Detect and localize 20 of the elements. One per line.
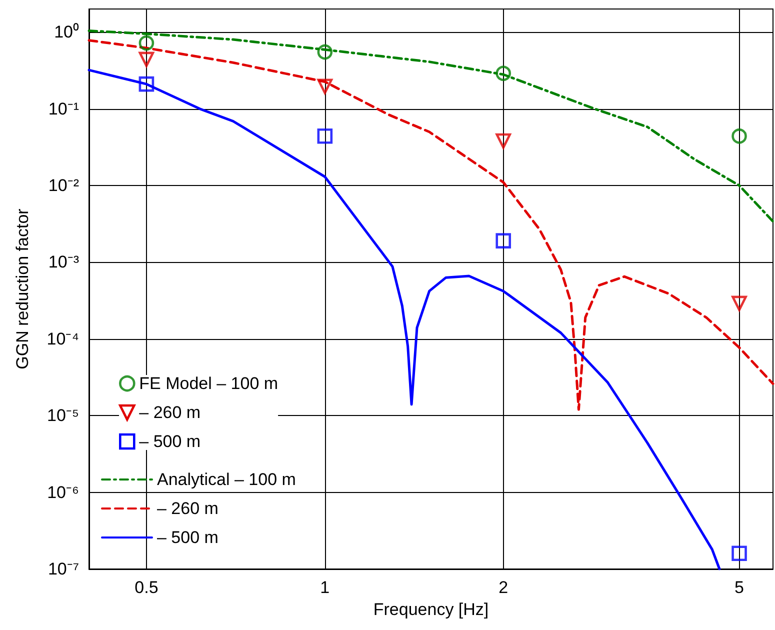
y-tick-label: 10⁻⁵ [47,406,79,426]
y-tick-label: 10⁰ [54,22,79,42]
legend-label: – 260 m [139,403,201,422]
y-tick-label: 10⁻² [48,176,80,195]
x-tick-label: 5 [734,578,744,597]
legend-label: Analytical – 100 m [157,470,296,489]
legend-label: – 500 m [157,528,218,547]
y-tick-label: 10⁻⁶ [47,482,79,502]
y-tick-label: 10⁻¹ [48,99,80,118]
x-tick-label: 2 [498,578,508,597]
y-tick-label: 10⁻⁴ [46,329,79,348]
y-tick-label: 10⁻⁷ [48,560,79,578]
y-axis-title: GGN reduction factor [13,208,32,370]
y-tick-label: 10⁻³ [48,252,80,272]
legend-label: – 500 m [139,432,201,451]
legend-label: – 260 m [157,499,218,518]
x-axis-title: Frequency [Hz] [373,600,489,619]
legend-label: FE Model – 100 m [139,374,278,393]
x-tick-label: 1 [320,578,330,597]
x-tick-label: 0.5 [134,578,158,597]
